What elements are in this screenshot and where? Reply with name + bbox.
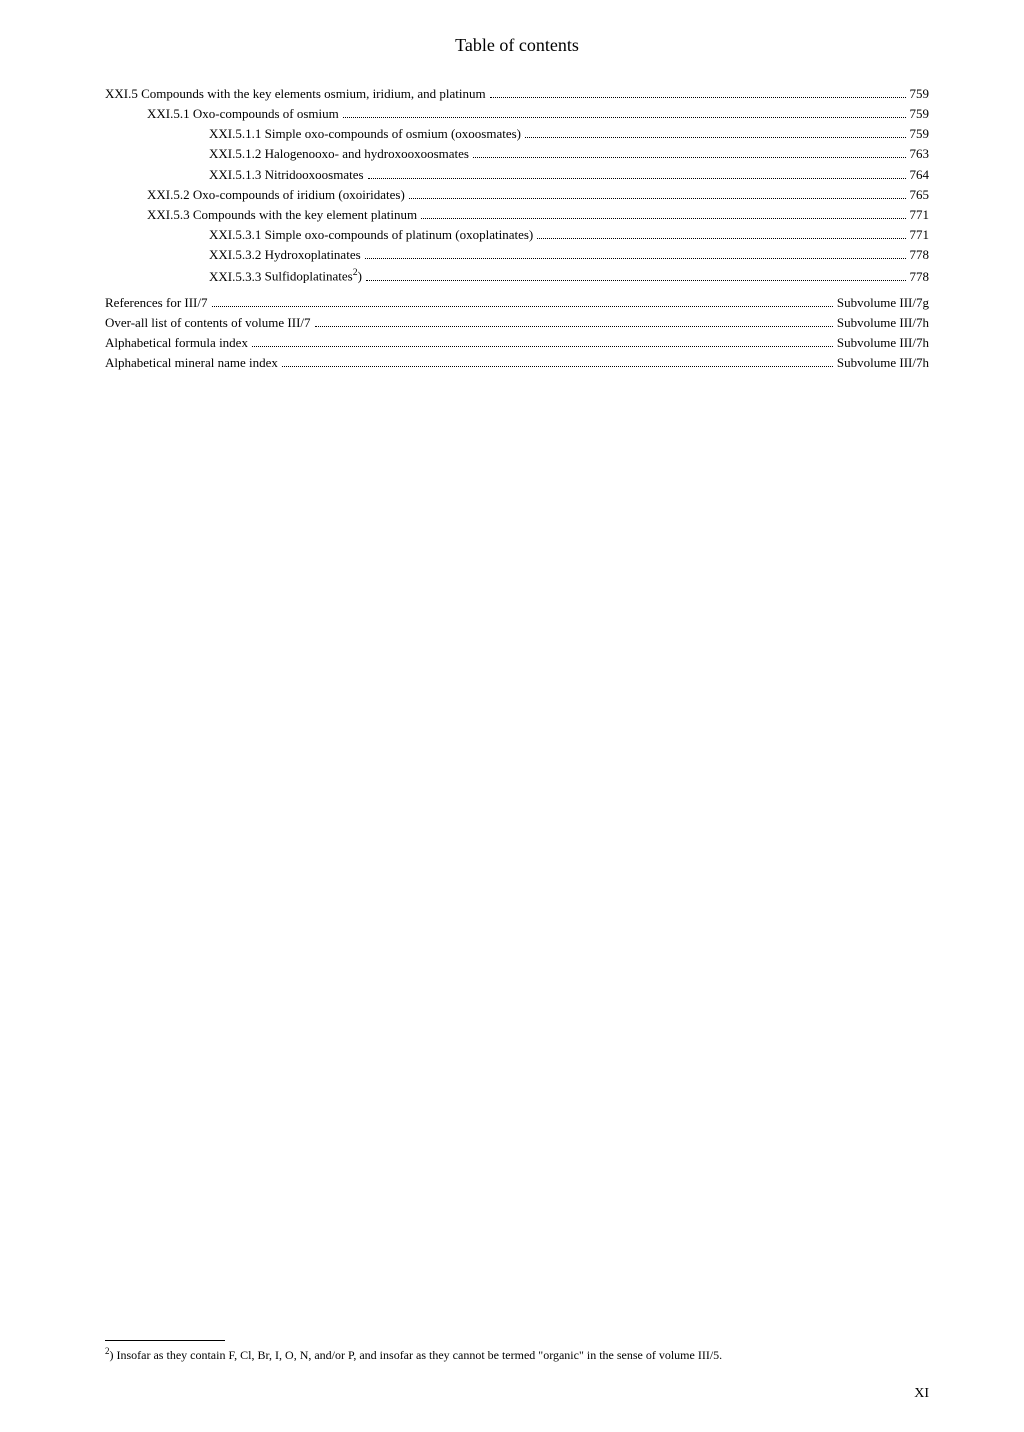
toc-label: Hydroxoplatinates (265, 245, 361, 265)
toc-row: Over-all list of contents of volume III/… (105, 313, 929, 333)
toc-page: 778 (910, 267, 930, 287)
toc-leader-dots (282, 357, 833, 367)
toc-number: XXI.5.3.3 (209, 267, 265, 287)
toc-row: Alphabetical mineral name index Subvolume… (105, 353, 929, 373)
toc-leader-dots (490, 88, 906, 98)
toc-label: Alphabetical formula index (105, 333, 248, 353)
toc-page: 764 (910, 165, 930, 185)
toc-page: 763 (910, 144, 930, 164)
toc-leader-dots (212, 296, 833, 306)
toc-section-refs: References for III/7 Subvolume III/7g Over… (105, 293, 929, 374)
toc-page: Subvolume III/7g (837, 293, 929, 313)
toc-row: XXI.5.1.1 Simple oxo-compounds of osmium… (105, 124, 929, 144)
toc-page: Subvolume III/7h (837, 333, 929, 353)
toc-number: XXI.5.1 (147, 104, 193, 124)
toc-leader-dots (252, 337, 833, 347)
toc-row: XXI.5.1.2 Halogenooxo- and hydroxooxoosm… (105, 144, 929, 164)
toc-number: XXI.5.2 (147, 185, 193, 205)
toc-leader-dots (315, 316, 833, 326)
toc-number: XXI.5.3.2 (209, 245, 265, 265)
toc-leader-dots (473, 148, 906, 158)
toc-leader-dots (368, 168, 906, 178)
toc-label: Oxo-compounds of iridium (oxoiridates) (193, 185, 405, 205)
toc-page: 771 (910, 225, 930, 245)
toc-row: XXI.5.1.3 Nitridooxoosmates 764 (105, 165, 929, 185)
toc-leader-dots (537, 229, 905, 239)
toc-label: Sulfidoplatinates2) (265, 265, 362, 286)
toc-section-entries: XXI.5 Compounds with the key elements os… (105, 84, 929, 287)
toc-leader-dots (525, 128, 906, 138)
toc-page: Subvolume III/7h (837, 313, 929, 333)
toc-page: 771 (910, 205, 930, 225)
footnote-text: 2) Insofar as they contain F, Cl, Br, I,… (105, 1345, 929, 1364)
toc-row: Alphabetical formula index Subvolume III/… (105, 333, 929, 353)
toc-number: XXI.5.3 (147, 205, 193, 225)
toc-label: Simple oxo-compounds of platinum (oxopla… (265, 225, 534, 245)
page-number: XI (914, 1386, 929, 1402)
toc-label: Alphabetical mineral name index (105, 353, 278, 373)
toc-number: XXI.5.1.1 (209, 124, 265, 144)
toc-number: XXI.5.1.2 (209, 144, 265, 164)
toc-row: XXI.5.3 Compounds with the key element p… (105, 205, 929, 225)
toc-page: 759 (910, 84, 930, 104)
toc-page: Subvolume III/7h (837, 353, 929, 373)
toc-label: Over-all list of contents of volume III/… (105, 313, 311, 333)
toc-label: Halogenooxo- and hydroxooxoosmates (265, 144, 469, 164)
toc-label: References for III/7 (105, 293, 208, 313)
toc-page: 778 (910, 245, 930, 265)
toc-label-suffix: ) (358, 269, 362, 284)
toc-row: XXI.5.3.1 Simple oxo-compounds of platin… (105, 225, 929, 245)
footnote-rule (105, 1340, 225, 1341)
toc-number: XXI.5.3.1 (209, 225, 265, 245)
toc-leader-dots (421, 208, 905, 218)
toc-row: References for III/7 Subvolume III/7g (105, 293, 929, 313)
footnote: 2) Insofar as they contain F, Cl, Br, I,… (105, 1340, 929, 1364)
toc-number: XXI.5 (105, 84, 141, 104)
toc-row: XXI.5.3.2 Hydroxoplatinates 778 (105, 245, 929, 265)
toc-page: 759 (910, 124, 930, 144)
toc-label: Simple oxo-compounds of osmium (oxoosmat… (265, 124, 521, 144)
table-of-contents: XXI.5 Compounds with the key elements os… (105, 84, 929, 373)
toc-page: 759 (910, 104, 930, 124)
toc-row: XXI.5.3.3 Sulfidoplatinates2) 778 (105, 265, 929, 286)
footnote-body: Insofar as they contain F, Cl, Br, I, O,… (114, 1348, 723, 1362)
toc-number: XXI.5.1.3 (209, 165, 265, 185)
toc-row: XXI.5.2 Oxo-compounds of iridium (oxoiri… (105, 185, 929, 205)
toc-leader-dots (343, 108, 906, 118)
toc-row: XXI.5 Compounds with the key elements os… (105, 84, 929, 104)
toc-label: Nitridooxoosmates (265, 165, 364, 185)
toc-leader-dots (366, 270, 906, 280)
toc-row: XXI.5.1 Oxo-compounds of osmium 759 (105, 104, 929, 124)
page: Table of contents XXI.5 Compounds with t… (0, 0, 1024, 1432)
page-title: Table of contents (105, 35, 929, 56)
toc-page: 765 (910, 185, 930, 205)
toc-label: Compounds with the key elements osmium, … (141, 84, 485, 104)
toc-label: Oxo-compounds of osmium (193, 104, 339, 124)
toc-leader-dots (365, 249, 906, 259)
toc-leader-dots (409, 188, 906, 198)
toc-label: Compounds with the key element platinum (193, 205, 417, 225)
